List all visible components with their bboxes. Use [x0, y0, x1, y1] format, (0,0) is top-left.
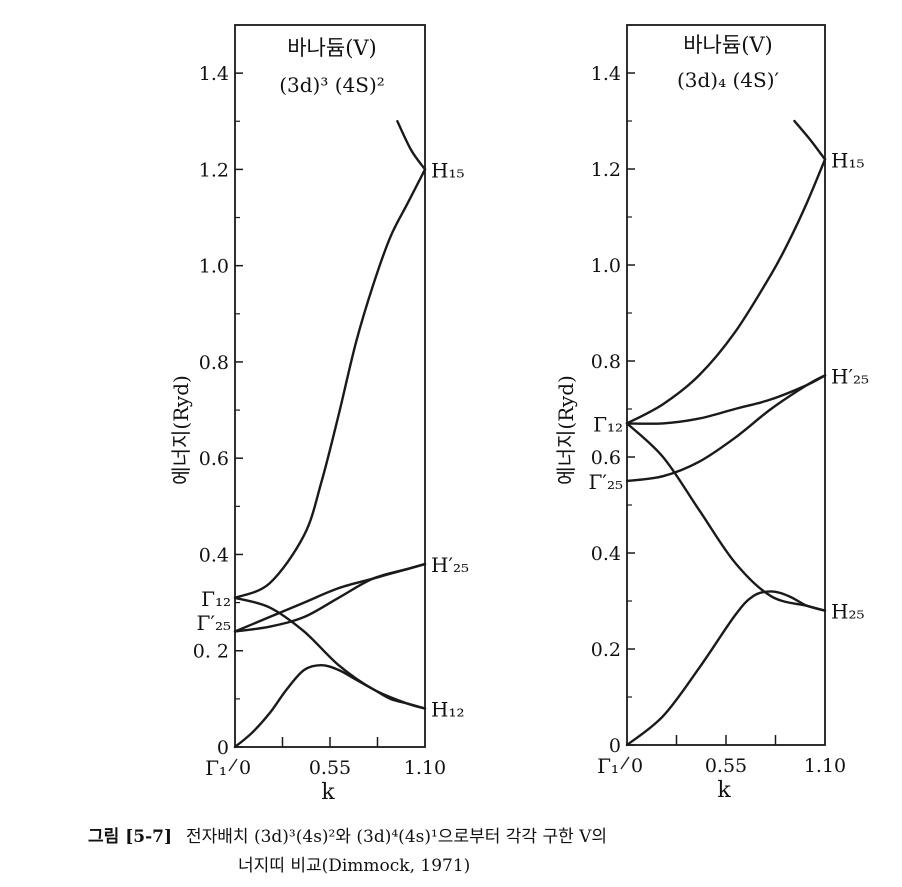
chart-title: 바나듐(V)	[683, 33, 773, 57]
y-axis-label: 에너지(Ryd)	[169, 375, 193, 485]
x-tick-label: 0.55	[309, 757, 351, 779]
y-tick-label: 0	[217, 737, 229, 759]
y-axis-label: 에너지(Ryd)	[554, 375, 578, 485]
x-tick-label: 0.55	[705, 755, 747, 777]
band-curve-3	[233, 596, 427, 710]
point-label: H₁₅	[431, 158, 464, 182]
point-label: H′₂₅	[431, 553, 469, 577]
x-tick-label: 1.10	[404, 757, 446, 779]
figure-caption: 그림 [5-7] 전자배치 (3d)³(4s)²와 (3d)⁴(4s)¹으로부터 …	[88, 822, 900, 876]
band-curve-2	[793, 119, 827, 161]
band-curve-1	[625, 158, 827, 425]
chart-panel-1: 0 0. 2 0.4 0.6 0.8 1.0 1.2 1.4 0 0.55 1.10 k 에너지(Ryd…	[169, 24, 469, 805]
y-tick-label: 1.0	[591, 255, 621, 277]
y-tick-label: 0.6	[199, 448, 229, 470]
y-tick-label: 1.4	[199, 63, 229, 85]
point-label: Γ₁	[597, 754, 619, 778]
point-label: Γ₁₂	[201, 587, 231, 611]
band-curve-6	[233, 663, 427, 749]
band-curve-3	[625, 422, 827, 612]
x-tick-label: 1.10	[804, 755, 846, 777]
caption-line-2: 너지띠 비교(Dimmock, 1971)	[238, 856, 471, 876]
caption-line-1: 전자배치 (3d)³(4s)²와 (3d)⁴(4s)¹으로부터 각각 구한 V의	[186, 827, 608, 847]
point-label: H₂₅	[831, 600, 864, 624]
band-curve-4	[233, 562, 427, 633]
x-axis-label: k	[717, 778, 731, 803]
gamma-pointer	[228, 758, 238, 772]
y-tick-label: 0.2	[591, 639, 621, 661]
y-tick-label: 0.8	[199, 352, 229, 374]
band-curve-5	[233, 562, 427, 633]
y-tick-label: 0. 2	[193, 641, 229, 663]
plot-frame	[234, 24, 426, 748]
y-tick-label: 0.4	[591, 543, 621, 565]
y-tick-label: 0.8	[591, 351, 621, 373]
y-tick-label: 1.2	[199, 159, 229, 181]
chart-title: 바나듐(V)	[287, 36, 377, 60]
point-label: Γ′₂₅	[589, 470, 623, 494]
band-curve-6	[625, 590, 827, 747]
caption-number: 그림 [5-7]	[88, 827, 172, 847]
point-label: Γ′₂₅	[197, 611, 231, 635]
band-curve-4	[625, 374, 827, 425]
band-structure-figure: 0 0. 2 0.4 0.6 0.8 1.0 1.2 1.4 0 0.55 1.10 k 에너지(Ryd…	[169, 24, 869, 805]
band-curve-5	[625, 374, 827, 483]
band-curve-2	[396, 120, 427, 171]
x-tick-label: 0	[239, 757, 251, 779]
y-tick-label: 0.4	[199, 544, 229, 566]
y-tick-label: 0	[609, 735, 621, 757]
point-label: H₁₅	[831, 148, 864, 172]
y-tick-label: 1.2	[591, 159, 621, 181]
point-label: H₁₂	[431, 697, 464, 721]
band-curve-1	[233, 168, 427, 599]
point-label: H′₂₅	[831, 364, 869, 388]
y-tick-label: 0.6	[591, 447, 621, 469]
chart-subtitle: (3d)³ (4S)²	[279, 73, 385, 97]
y-tick-label: 1.0	[199, 256, 229, 278]
chart-panel-2: 0 0.2 0.4 0.6 0.8 1.0 1.2 1.4 0 0.55 1.10 k 에너지(Ryd)…	[554, 24, 869, 803]
y-tick-label: 1.4	[591, 63, 621, 85]
gamma-pointer	[620, 756, 630, 770]
point-label: Γ₁	[205, 756, 227, 780]
x-tick-label: 0	[631, 755, 643, 777]
x-axis-label: k	[321, 780, 335, 805]
plot-frame	[626, 24, 826, 746]
point-label: Γ₁₂	[593, 412, 623, 436]
chart-subtitle: (3d)₄ (4S)′	[677, 68, 780, 92]
